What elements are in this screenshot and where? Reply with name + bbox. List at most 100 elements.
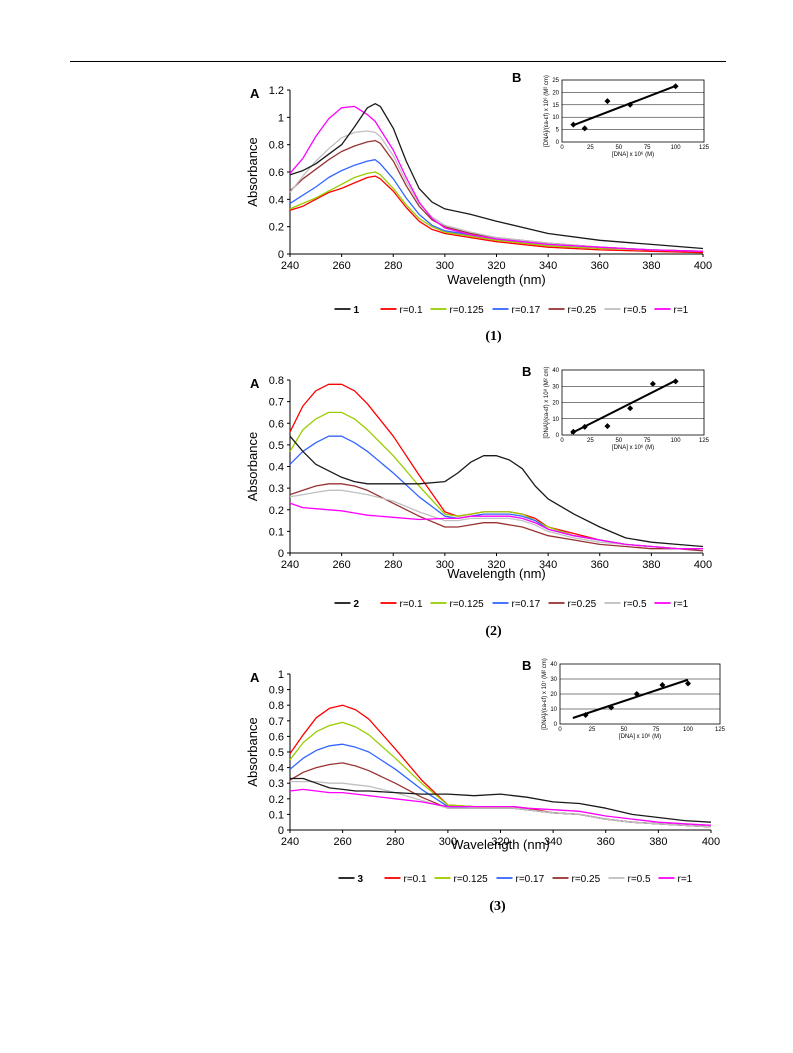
x-tick-label: 300 [436,260,454,272]
inset-x-tick-label: 0 [560,145,564,151]
x-tick-label: 260 [332,260,350,272]
y-tick-label: 0.7 [269,397,284,409]
series-line-2 [289,435,704,548]
series-line-3 [290,777,712,823]
y-tick-label: 0.3 [269,778,284,790]
figure-caption: (1) [485,329,502,344]
inset-data-point [604,98,611,105]
panel-label-a: A [250,376,260,391]
x-tick-label: 380 [642,260,660,272]
inset-data-point [685,680,691,687]
inset-data-point [608,704,615,711]
y-axis-title: Absorbance [245,432,260,501]
y-tick-label: 0.3 [269,483,284,495]
legend-label: 3 [358,874,364,885]
x-tick-label: 360 [591,559,609,571]
inset-frame [561,79,705,143]
legend-label: r=0.125 [450,599,485,610]
x-tick-label: 400 [702,836,720,848]
inset-x-tick-label: 100 [671,438,682,444]
inset-frame [561,369,705,436]
inset-x-tick-label: 25 [587,145,594,151]
panel-label-b: B [522,658,531,673]
x-tick-label: 380 [642,559,660,571]
inset-y-tick-label: 0 [556,140,560,146]
x-tick-label: 400 [694,559,712,571]
inset-x-tick-label: 125 [715,727,726,733]
x-tick-label: 380 [649,836,667,848]
legend-label: r=0.5 [628,874,652,885]
x-tick-label: 280 [384,559,402,571]
y-tick-label: 0.6 [269,731,284,743]
inset-x-axis-title: [DNA] x 10⁶ (M) [612,444,654,451]
inset-y-tick-label: 20 [550,692,557,698]
legend-label: r=1 [674,599,689,610]
inset-x-axis-title: [DNA] x 10⁶ (M) [612,151,654,158]
series-line-r-0-125 [289,171,704,252]
inset-data-point [581,125,588,132]
inset-data-point [570,121,577,128]
inset-data-point [659,682,666,688]
inset-x-tick-label: 100 [683,727,694,733]
y-tick-label: 0.1 [269,809,284,821]
x-tick-label: 320 [487,559,505,571]
series-line-r-0-1 [289,704,712,828]
series-line-r-1 [289,788,712,826]
legend-label: r=0.125 [450,305,485,316]
y-tick-label: 1 [278,669,284,681]
x-tick-label: 400 [694,260,712,272]
figure-caption: (3) [489,899,506,914]
x-tick-label: 300 [436,559,454,571]
panel-label-a: A [250,86,260,101]
inset-x-tick-label: 125 [699,145,710,151]
series-line-r-0-25 [289,139,704,252]
y-tick-label: 0.7 [269,716,284,728]
inset-frame [559,663,721,725]
series-line-r-0-125 [289,411,703,550]
inset-y-tick-label: 40 [552,368,559,374]
y-tick-label: 0 [278,548,284,560]
inset-y-tick-label: 25 [552,78,559,84]
header-rule [70,61,726,62]
x-tick-label: 360 [591,260,609,272]
x-tick-label: 340 [539,260,557,272]
inset-y-tick-label: 0 [554,722,558,728]
inset-data-point [627,405,634,412]
y-tick-label: 0.1 [269,526,284,538]
y-axis-title: Absorbance [245,717,260,786]
series-line-r-0-17 [289,159,704,252]
legend-label: r=0.5 [624,599,648,610]
inset-y-tick-label: 10 [552,115,559,121]
x-tick-label: 320 [487,260,505,272]
series-line-r-0-5 [289,489,703,550]
inset-x-tick-label: 50 [615,438,622,444]
x-axis-title: Wavelength (nm) [447,272,546,287]
inset-data-point [582,712,589,718]
inset-x-tick-label: 0 [558,727,562,733]
inset-x-tick-label: 0 [560,438,564,444]
legend-label: r=0.17 [512,305,541,316]
x-axis-title: Wavelength (nm) [451,837,550,852]
inset-data-point [570,428,577,435]
y-tick-label: 0.8 [269,375,284,387]
legend-label: r=0.17 [512,599,541,610]
y-tick-label: 0.2 [269,222,284,234]
x-tick-label: 320 [491,836,509,848]
inset-x-tick-label: 75 [644,145,651,151]
inset-data-point [581,423,588,430]
legend-label: r=0.25 [568,305,597,316]
legend-label: 1 [354,305,360,316]
legend-label: r=1 [674,305,689,316]
series-line-r-0-17 [289,435,703,550]
legend-label: r=0.1 [404,874,428,885]
inset-y-tick-label: 40 [550,662,557,668]
inset-y-axis-title: [DNA]/(εa-εf) x 10⁸ (M² cm) [543,367,550,439]
y-tick-label: 0.2 [269,505,284,517]
series-line-r-0-1 [289,383,703,550]
x-tick-label: 240 [281,559,299,571]
legend-label: r=0.1 [400,599,424,610]
inset-data-point [672,378,679,385]
series-line-r-0-17 [289,743,712,828]
